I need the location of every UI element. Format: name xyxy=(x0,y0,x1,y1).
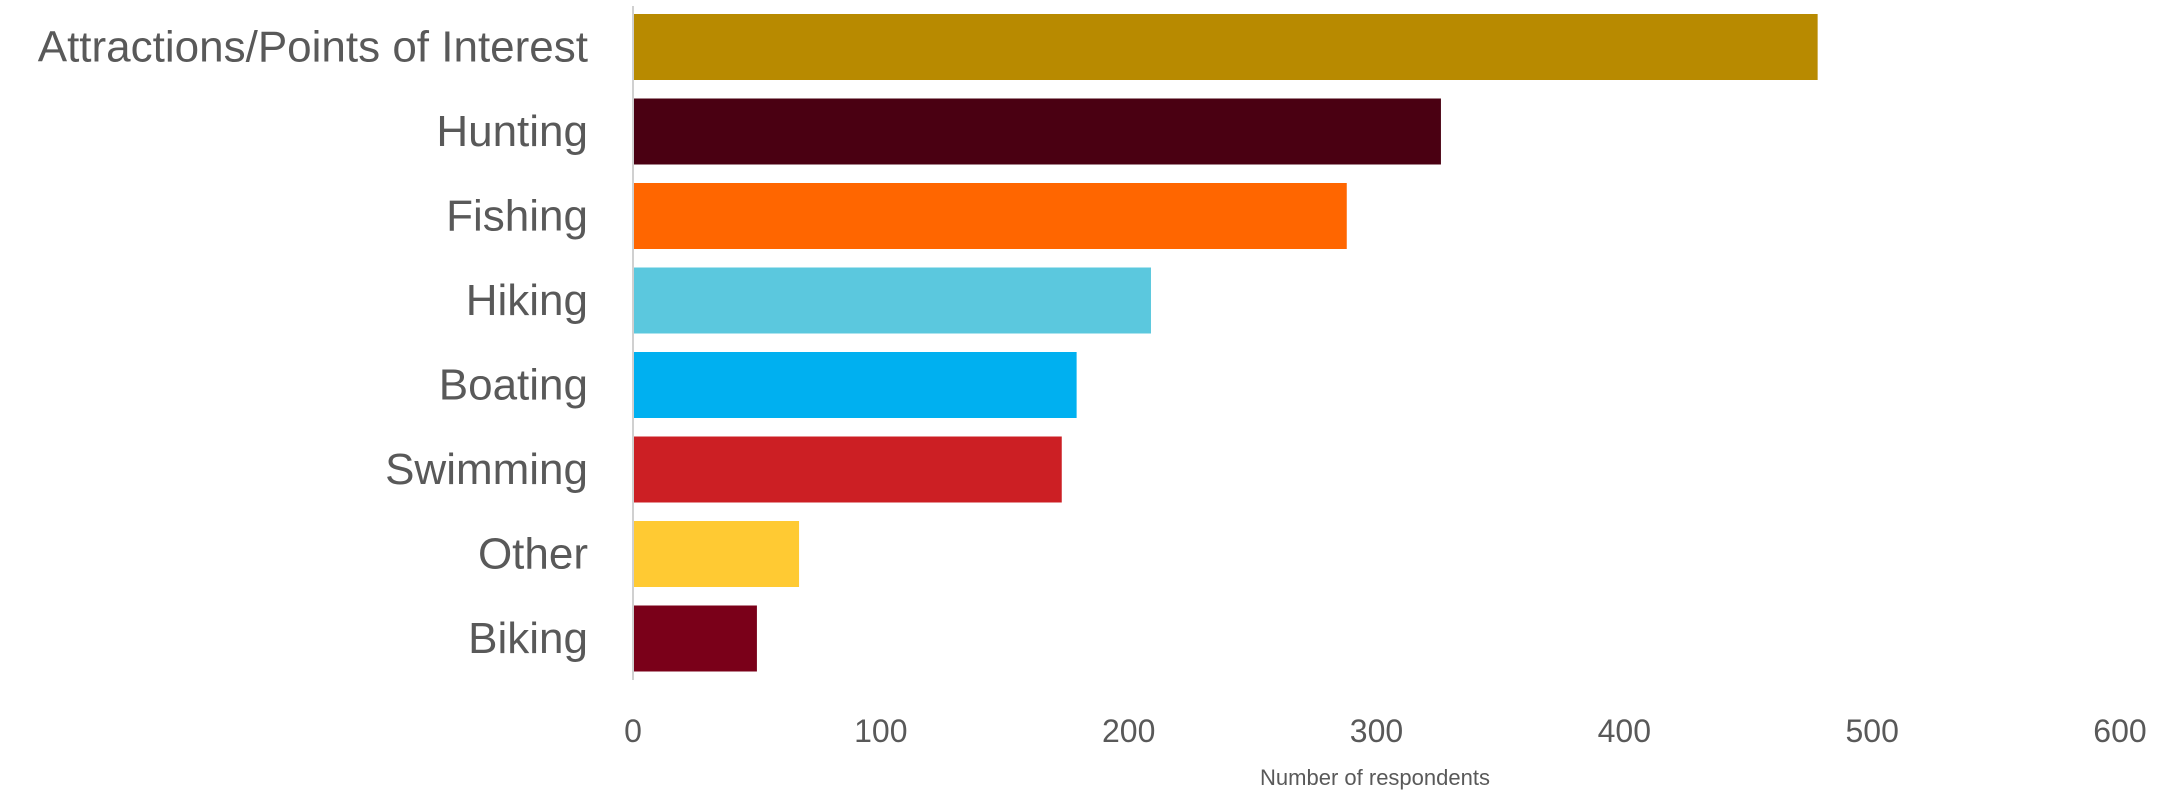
category-label-hunting: Hunting xyxy=(436,107,588,156)
bar-fishing xyxy=(633,183,1347,249)
x-axis-title: Number of respondents xyxy=(1260,765,1490,790)
category-label-attractions-points-of-interest: Attractions/Points of Interest xyxy=(38,23,588,72)
bar-biking xyxy=(633,605,757,672)
category-label-other: Other xyxy=(478,530,588,579)
category-label-hiking: Hiking xyxy=(466,276,588,325)
x-tick-label-300: 300 xyxy=(1350,713,1403,749)
bars-group xyxy=(633,14,1818,672)
x-tick-label-200: 200 xyxy=(1102,713,1155,749)
x-tick-label-500: 500 xyxy=(1845,713,1898,749)
x-tick-label-100: 100 xyxy=(854,713,907,749)
category-label-fishing: Fishing xyxy=(446,192,588,241)
bar-hunting xyxy=(633,98,1441,165)
category-label-biking: Biking xyxy=(468,614,588,663)
x-tick-labels-group: 0 100 200 300 400 500 600 xyxy=(624,713,2147,749)
bar-swimming xyxy=(633,436,1062,503)
x-tick-label-400: 400 xyxy=(1598,713,1651,749)
category-label-swimming: Swimming xyxy=(385,445,588,494)
x-tick-label-600: 600 xyxy=(2093,713,2146,749)
category-labels-group: Attractions/Points of Interest Hunting Fis… xyxy=(38,23,588,664)
bar-hiking xyxy=(633,267,1151,334)
bar-boating xyxy=(633,352,1077,418)
category-label-boating: Boating xyxy=(439,361,588,410)
bar-other xyxy=(633,521,800,587)
bar-attractions-points-of-interest xyxy=(633,14,1818,80)
x-tick-label-0: 0 xyxy=(624,713,642,749)
